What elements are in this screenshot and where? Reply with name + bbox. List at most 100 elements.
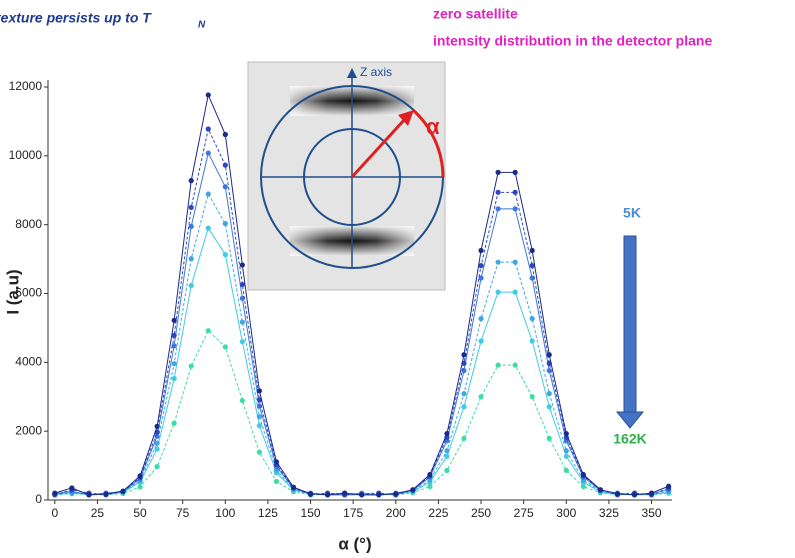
data-point: [172, 421, 177, 426]
data-point: [478, 338, 483, 343]
data-point: [359, 492, 364, 497]
data-point: [530, 316, 535, 321]
data-point: [120, 488, 125, 493]
x-tick-label: 100: [215, 506, 235, 520]
data-point: [257, 414, 262, 419]
data-point: [547, 404, 552, 409]
data-point: [274, 459, 279, 464]
temperature-arrow: [624, 236, 636, 412]
data-point: [564, 448, 569, 453]
data-point: [478, 316, 483, 321]
data-point: [478, 248, 483, 253]
data-point: [427, 484, 432, 489]
data-point: [410, 487, 415, 492]
data-point: [581, 472, 586, 477]
data-point: [240, 339, 245, 344]
data-point: [172, 376, 177, 381]
x-tick-label: 350: [642, 506, 662, 520]
data-point: [189, 256, 194, 261]
data-point: [206, 126, 211, 131]
data-point: [444, 448, 449, 453]
subtitle-line: intensity distribution in the detector p…: [433, 33, 712, 49]
x-tick-label: 25: [91, 506, 105, 520]
data-point: [223, 252, 228, 257]
data-point: [206, 191, 211, 196]
y-tick-label: 4000: [15, 355, 42, 369]
subtitle-line: zero satellite: [433, 6, 518, 22]
data-point: [444, 431, 449, 436]
data-point: [223, 132, 228, 137]
data-point: [444, 468, 449, 473]
data-point: [137, 473, 142, 478]
data-point: [52, 491, 57, 496]
x-tick-label: 300: [556, 506, 576, 520]
data-point: [495, 290, 500, 295]
y-tick-label: 10000: [9, 148, 43, 162]
data-point: [69, 485, 74, 490]
data-point: [495, 206, 500, 211]
data-point: [530, 394, 535, 399]
data-point: [547, 352, 552, 357]
x-tick-label: 275: [514, 506, 534, 520]
data-point: [137, 484, 142, 489]
data-point: [513, 290, 518, 295]
x-axis-label: α (°): [338, 534, 371, 553]
data-point: [103, 492, 108, 497]
data-point: [513, 190, 518, 195]
inset-angle-label: α: [426, 114, 440, 139]
data-point: [189, 178, 194, 183]
data-point: [393, 491, 398, 496]
annotation-end: 162K: [613, 431, 646, 447]
x-tick-label: 0: [51, 506, 58, 520]
data-point: [206, 150, 211, 155]
data-point: [240, 398, 245, 403]
data-point: [513, 260, 518, 265]
data-point: [257, 388, 262, 393]
data-point: [189, 283, 194, 288]
data-point: [564, 431, 569, 436]
data-point: [206, 226, 211, 231]
series-line: [55, 331, 669, 495]
inset-diagram: Z axis α: [248, 62, 445, 290]
data-point: [478, 394, 483, 399]
y-tick-label: 8000: [15, 217, 42, 231]
data-point: [495, 362, 500, 367]
data-point: [240, 282, 245, 287]
data-point: [223, 344, 228, 349]
data-point: [274, 479, 279, 484]
data-point: [564, 454, 569, 459]
inset-axis-label: Z axis: [360, 65, 392, 79]
data-point: [325, 492, 330, 497]
y-tick-label: 0: [35, 492, 42, 506]
data-point: [547, 436, 552, 441]
y-tick-label: 6000: [15, 286, 42, 300]
data-point: [240, 262, 245, 267]
x-tick-label: 150: [301, 506, 321, 520]
data-point: [240, 319, 245, 324]
data-point: [581, 484, 586, 489]
data-point: [461, 352, 466, 357]
annotation-start: 5K: [623, 205, 641, 221]
x-tick-label: 325: [599, 506, 619, 520]
data-point: [223, 163, 228, 168]
data-point: [427, 472, 432, 477]
x-tick-label: 75: [176, 506, 190, 520]
data-point: [206, 328, 211, 333]
data-point: [342, 491, 347, 496]
data-point: [513, 362, 518, 367]
data-point: [86, 492, 91, 497]
data-point: [223, 184, 228, 189]
x-tick-label: 50: [133, 506, 147, 520]
data-point: [598, 487, 603, 492]
data-point: [172, 361, 177, 366]
data-point: [530, 338, 535, 343]
data-point: [189, 364, 194, 369]
data-point: [206, 92, 211, 97]
data-point: [376, 492, 381, 497]
data-point: [495, 260, 500, 265]
data-point: [172, 318, 177, 323]
data-point: [461, 391, 466, 396]
data-point: [223, 221, 228, 226]
y-tick-label: 2000: [15, 423, 42, 437]
data-point: [308, 491, 313, 496]
